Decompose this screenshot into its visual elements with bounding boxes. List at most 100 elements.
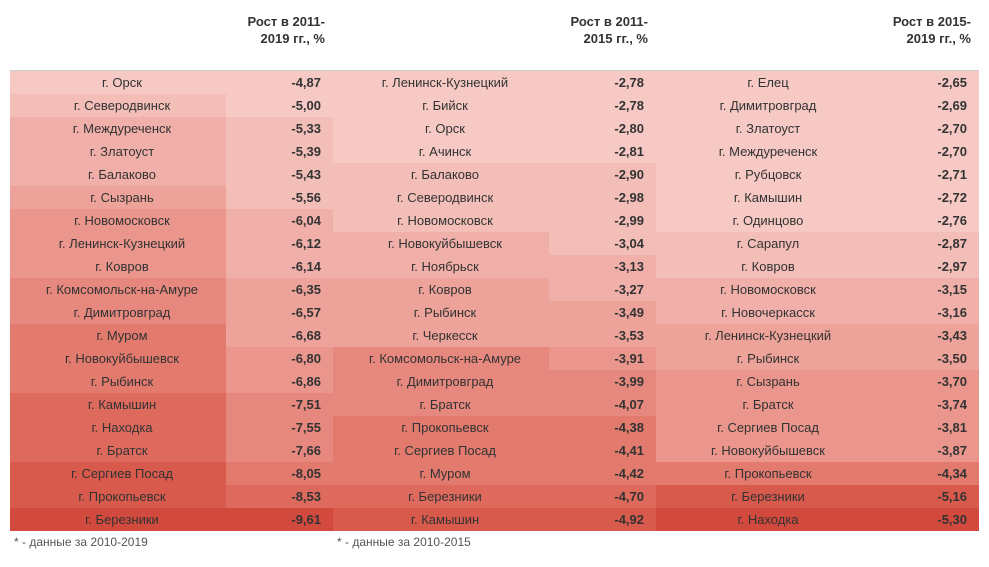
value-cell: -9,61: [226, 508, 333, 531]
table-row: г. Димитровград-6,57: [10, 301, 333, 324]
value-cell: -4,87: [226, 71, 333, 94]
footnote: * - данные за 2010-2019: [10, 531, 333, 549]
value-cell: -6,68: [226, 324, 333, 347]
table-row: г. Ачинск-2,81: [333, 140, 656, 163]
value-cell: -2,98: [549, 186, 656, 209]
value-cell: -3,49: [549, 301, 656, 324]
city-cell: г. Рубцовск: [656, 163, 872, 186]
value-cell: -2,70: [872, 140, 979, 163]
city-cell: г. Ковров: [656, 255, 872, 278]
city-cell: г. Ленинск-Кузнецкий: [656, 324, 872, 347]
value-cell: -2,81: [549, 140, 656, 163]
table-row: г. Комсомольск-на-Амуре-3,91: [333, 347, 656, 370]
value-cell: -6,35: [226, 278, 333, 301]
table-row: г. Ленинск-Кузнецкий-6,12: [10, 232, 333, 255]
value-cell: -3,50: [872, 347, 979, 370]
table-block-2: Рост в 2015-2019 гг., %г. Елец-2,65г. Ди…: [656, 10, 979, 549]
city-cell: г. Сергиев Посад: [656, 416, 872, 439]
value-cell: -2,78: [549, 71, 656, 94]
table-row: г. Ленинск-Кузнецкий-2,78: [333, 71, 656, 94]
city-cell: г. Новочеркасск: [656, 301, 872, 324]
value-cell: -5,56: [226, 186, 333, 209]
table-row: г. Прокопьевск-8,53: [10, 485, 333, 508]
value-cell: -4,42: [549, 462, 656, 485]
value-cell: -8,05: [226, 462, 333, 485]
city-cell: г. Балаково: [333, 163, 549, 186]
table-row: г. Братск-7,66: [10, 439, 333, 462]
table-row: г. Златоуст-5,39: [10, 140, 333, 163]
table-row: г. Березники-5,16: [656, 485, 979, 508]
table-row: г. Димитровград-3,99: [333, 370, 656, 393]
value-cell: -3,04: [549, 232, 656, 255]
city-cell: г. Комсомольск-на-Амуре: [333, 347, 549, 370]
value-cell: -2,90: [549, 163, 656, 186]
table-row: г. Междуреченск-2,70: [656, 140, 979, 163]
table-row: г. Ноябрьск-3,13: [333, 255, 656, 278]
city-cell: г. Черкесск: [333, 324, 549, 347]
table-row: г. Междуреченск-5,33: [10, 117, 333, 140]
city-cell: г. Одинцово: [656, 209, 872, 232]
table-row: г. Находка-5,30: [656, 508, 979, 531]
table-row: г. Братск-3,74: [656, 393, 979, 416]
city-cell: г. Камышин: [10, 393, 226, 416]
table-row: г. Муром-4,42: [333, 462, 656, 485]
value-cell: -2,99: [549, 209, 656, 232]
city-cell: г. Ковров: [10, 255, 226, 278]
table-row: г. Березники-9,61: [10, 508, 333, 531]
value-cell: -7,55: [226, 416, 333, 439]
table-row: г. Прокопьевск-4,34: [656, 462, 979, 485]
table-row: г. Сергиев Посад-4,41: [333, 439, 656, 462]
table-row: г. Новокуйбышевск-3,87: [656, 439, 979, 462]
value-cell: -3,99: [549, 370, 656, 393]
value-cell: -2,65: [872, 71, 979, 94]
city-cell: г. Сергиев Посад: [333, 439, 549, 462]
value-cell: -6,80: [226, 347, 333, 370]
table-row: г. Новочеркасск-3,16: [656, 301, 979, 324]
value-cell: -7,66: [226, 439, 333, 462]
table-row: г. Ковров-3,27: [333, 278, 656, 301]
table-row: г. Северодвинск-5,00: [10, 94, 333, 117]
value-cell: -2,72: [872, 186, 979, 209]
header-city-empty: [10, 10, 226, 70]
value-cell: -5,30: [872, 508, 979, 531]
table-row: г. Одинцово-2,76: [656, 209, 979, 232]
table-row: г. Сергиев Посад-8,05: [10, 462, 333, 485]
table-row: г. Новомосковск-6,04: [10, 209, 333, 232]
table-row: г. Орск-2,80: [333, 117, 656, 140]
value-cell: -4,70: [549, 485, 656, 508]
value-cell: -3,74: [872, 393, 979, 416]
value-cell: -3,53: [549, 324, 656, 347]
value-cell: -3,91: [549, 347, 656, 370]
table-block-1: Рост в 2011-2015 гг., %г. Ленинск-Кузнец…: [333, 10, 656, 549]
city-cell: г. Ковров: [333, 278, 549, 301]
table-row: г. Новомосковск-2,99: [333, 209, 656, 232]
table-row: г. Ковров-6,14: [10, 255, 333, 278]
city-cell: г. Прокопьевск: [656, 462, 872, 485]
value-cell: -2,80: [549, 117, 656, 140]
table-row: г. Прокопьевск-4,38: [333, 416, 656, 439]
table-row: г. Березники-4,70: [333, 485, 656, 508]
table-row: г. Камышин-4,92: [333, 508, 656, 531]
city-cell: г. Северодвинск: [10, 94, 226, 117]
value-cell: -5,43: [226, 163, 333, 186]
value-cell: -3,16: [872, 301, 979, 324]
table-block-0: Рост в 2011-2019 гг., %г. Орск-4,87г. Се…: [10, 10, 333, 549]
table-row: г. Балаково-2,90: [333, 163, 656, 186]
city-cell: г. Находка: [10, 416, 226, 439]
table-row: г. Комсомольск-на-Амуре-6,35: [10, 278, 333, 301]
value-cell: -3,43: [872, 324, 979, 347]
table-row: г. Новомосковск-3,15: [656, 278, 979, 301]
city-cell: г. Рыбинск: [333, 301, 549, 324]
value-cell: -5,00: [226, 94, 333, 117]
footnote: [656, 531, 979, 535]
value-cell: -5,39: [226, 140, 333, 163]
city-cell: г. Балаково: [10, 163, 226, 186]
value-cell: -4,07: [549, 393, 656, 416]
value-cell: -2,69: [872, 94, 979, 117]
header-row: Рост в 2011-2019 гг., %: [10, 10, 333, 71]
value-cell: -3,81: [872, 416, 979, 439]
value-cell: -4,34: [872, 462, 979, 485]
city-cell: г. Ачинск: [333, 140, 549, 163]
city-cell: г. Новокуйбышевск: [656, 439, 872, 462]
city-cell: г. Камышин: [656, 186, 872, 209]
